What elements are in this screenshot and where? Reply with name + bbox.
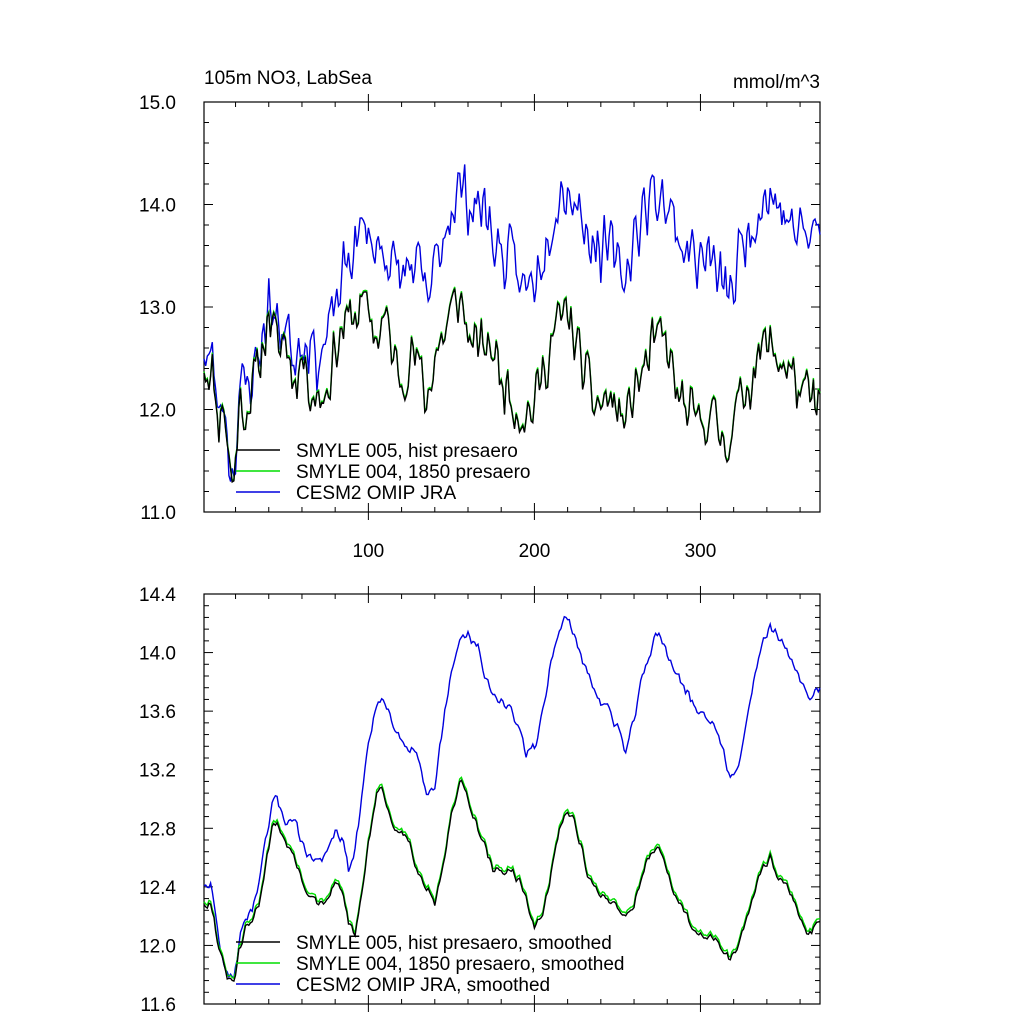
bottom-panel-frame	[203, 593, 821, 1005]
bottom-ytick-label: 12.0	[139, 936, 176, 957]
bottom-ytick-label: 11.6	[140, 995, 176, 1016]
bottom-legend-label-omip: CESM2 OMIP JRA, smoothed	[296, 975, 550, 996]
top-ytick-label: 13.0	[139, 298, 176, 319]
bottom-ytick-label: 14.4	[139, 585, 176, 606]
top-xtick-label: 200	[519, 541, 551, 562]
bottom-series-p1850-line	[203, 776, 821, 980]
top-ytick-label: 11.0	[140, 503, 176, 524]
bottom-series-hist-line	[203, 779, 821, 983]
bottom-legend-label-hist: SMYLE 005, hist presaero, smoothed	[296, 933, 612, 954]
top-xtick-label: 100	[353, 541, 385, 562]
bottom-legend-label-p1850: SMYLE 004, 1850 presaero, smoothed	[296, 954, 624, 975]
top-panel-units: mmol/m^3	[733, 72, 820, 93]
top-panel-title: 105m NO3, LabSea	[204, 68, 372, 89]
top-legend-label-omip: CESM2 OMIP JRA	[296, 483, 456, 504]
bottom-ytick-label: 12.8	[139, 819, 176, 840]
bottom-series-omip-line	[203, 615, 821, 980]
bottom-ytick-label: 13.2	[139, 761, 176, 782]
top-ytick-label: 15.0	[139, 93, 176, 114]
top-xtick-label: 300	[685, 541, 717, 562]
top-ytick-label: 12.0	[139, 401, 176, 422]
top-ytick-label: 14.0	[139, 196, 176, 217]
top-legend-label-p1850: SMYLE 004, 1850 presaero	[296, 462, 531, 483]
top-series-omip-line	[203, 164, 821, 482]
bottom-ytick-label: 13.6	[139, 702, 176, 723]
bottom-ytick-label: 12.4	[139, 878, 176, 899]
top-legend-label-hist: SMYLE 005, hist presaero	[296, 441, 518, 462]
bottom-ytick-label: 14.0	[139, 644, 176, 665]
top-series-hist-line	[203, 288, 821, 484]
